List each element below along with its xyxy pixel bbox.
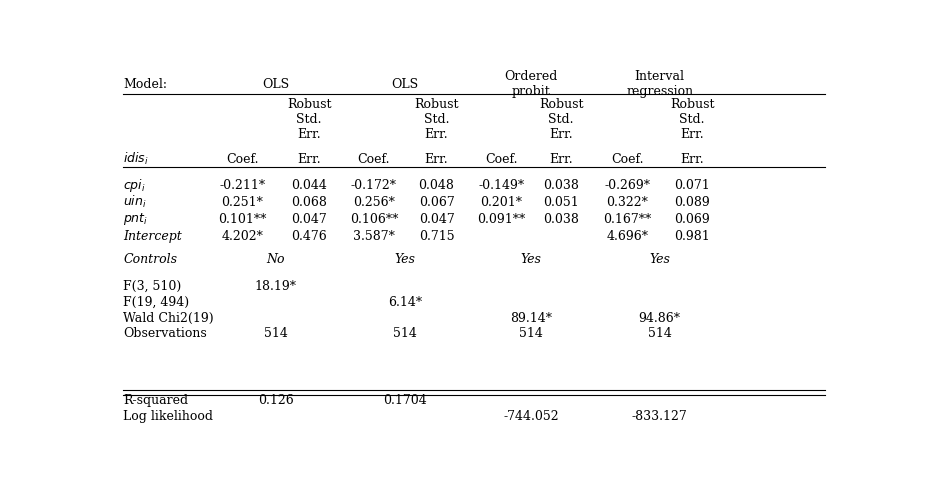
Text: Log likelihood: Log likelihood xyxy=(123,410,213,423)
Text: Model:: Model: xyxy=(123,78,167,91)
Text: 0.981: 0.981 xyxy=(674,229,709,243)
Text: 94.86*: 94.86* xyxy=(638,312,680,325)
Text: -0.172*: -0.172* xyxy=(351,179,396,192)
Text: 0.071: 0.071 xyxy=(674,179,709,192)
Text: 6.14*: 6.14* xyxy=(388,296,422,309)
Text: 0.067: 0.067 xyxy=(419,196,454,209)
Text: 0.051: 0.051 xyxy=(543,196,578,209)
Text: No: No xyxy=(266,253,285,266)
Text: Err.: Err. xyxy=(548,153,573,166)
Text: Robust
Std.
Err.: Robust Std. Err. xyxy=(287,98,331,140)
Text: OLS: OLS xyxy=(392,78,419,91)
Text: OLS: OLS xyxy=(262,78,289,91)
Text: 0.476: 0.476 xyxy=(290,229,327,243)
Text: Observations: Observations xyxy=(123,327,207,340)
Text: Err.: Err. xyxy=(679,153,703,166)
Text: Coef.: Coef. xyxy=(611,153,643,166)
Text: 0.068: 0.068 xyxy=(290,196,327,209)
Text: 0.044: 0.044 xyxy=(290,179,327,192)
Text: 514: 514 xyxy=(264,327,288,340)
Text: 0.047: 0.047 xyxy=(290,213,327,226)
Text: $idis_i$: $idis_i$ xyxy=(123,151,149,167)
Text: 0.038: 0.038 xyxy=(543,213,578,226)
Text: 89.14*: 89.14* xyxy=(509,312,551,325)
Text: $uin_i$: $uin_i$ xyxy=(123,194,147,210)
Text: Intercept: Intercept xyxy=(123,229,182,243)
Text: 0.201*: 0.201* xyxy=(480,196,522,209)
Text: 0.715: 0.715 xyxy=(419,229,454,243)
Text: Yes: Yes xyxy=(394,253,415,266)
Text: Robust
Std.
Err.: Robust Std. Err. xyxy=(669,98,714,140)
Text: 0.089: 0.089 xyxy=(674,196,709,209)
Text: Robust
Std.
Err.: Robust Std. Err. xyxy=(538,98,583,140)
Text: Wald Chi2(19): Wald Chi2(19) xyxy=(123,312,213,325)
Text: 0.101**: 0.101** xyxy=(218,213,266,226)
Text: -0.211*: -0.211* xyxy=(219,179,264,192)
Text: Robust
Std.
Err.: Robust Std. Err. xyxy=(414,98,458,140)
Text: -833.127: -833.127 xyxy=(631,410,687,423)
Text: 0.091**: 0.091** xyxy=(477,213,525,226)
Text: 514: 514 xyxy=(647,327,671,340)
Text: Interval
regression: Interval regression xyxy=(625,69,692,98)
Text: 514: 514 xyxy=(519,327,543,340)
Text: 0.167**: 0.167** xyxy=(602,213,651,226)
Text: Err.: Err. xyxy=(424,153,448,166)
Text: Coef.: Coef. xyxy=(357,153,390,166)
Text: -0.269*: -0.269* xyxy=(603,179,650,192)
Text: 514: 514 xyxy=(393,327,417,340)
Text: -744.052: -744.052 xyxy=(503,410,559,423)
Text: -0.149*: -0.149* xyxy=(478,179,523,192)
Text: Coef.: Coef. xyxy=(226,153,258,166)
Text: 0.256*: 0.256* xyxy=(353,196,394,209)
Text: 0.069: 0.069 xyxy=(674,213,709,226)
Text: 4.202*: 4.202* xyxy=(221,229,263,243)
Text: $pnt_i$: $pnt_i$ xyxy=(123,211,148,227)
Text: Err.: Err. xyxy=(297,153,320,166)
Text: Coef.: Coef. xyxy=(484,153,517,166)
Text: $cpi_i$: $cpi_i$ xyxy=(123,177,146,194)
Text: Controls: Controls xyxy=(123,253,177,266)
Text: 0.251*: 0.251* xyxy=(221,196,263,209)
Text: 4.696*: 4.696* xyxy=(606,229,648,243)
Text: 0.106**: 0.106** xyxy=(349,213,397,226)
Text: Yes: Yes xyxy=(649,253,669,266)
Text: R-squared: R-squared xyxy=(123,394,188,407)
Text: Yes: Yes xyxy=(521,253,541,266)
Text: 0.1704: 0.1704 xyxy=(383,394,427,407)
Text: 0.126: 0.126 xyxy=(257,394,293,407)
Text: Ordered
probit: Ordered probit xyxy=(504,69,558,98)
Text: 0.047: 0.047 xyxy=(419,213,454,226)
Text: F(3, 510): F(3, 510) xyxy=(123,280,181,293)
Text: 3.587*: 3.587* xyxy=(353,229,394,243)
Text: 0.322*: 0.322* xyxy=(606,196,648,209)
Text: 18.19*: 18.19* xyxy=(254,280,296,293)
Text: 0.048: 0.048 xyxy=(419,179,454,192)
Text: F(19, 494): F(19, 494) xyxy=(123,296,189,309)
Text: 0.038: 0.038 xyxy=(543,179,578,192)
